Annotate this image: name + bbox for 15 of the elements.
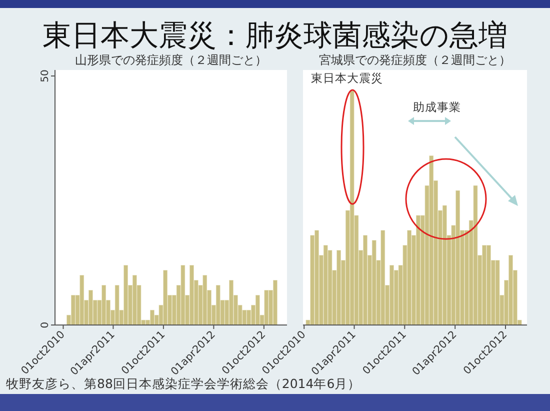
y-tick-label: 0 <box>40 322 51 328</box>
bar <box>114 285 120 326</box>
chart-subtitle: 宮城県での発症頻度（２週間ごと） <box>319 53 511 67</box>
annotation: 助成事業 <box>413 100 461 114</box>
text: 牧野友彦ら、第88回日本感染症学会学術総会（2014年6月） <box>6 376 361 391</box>
chart-subtitle: 山形県での発症頻度（２週間ごと） <box>75 53 267 67</box>
y-tick-label: 50 <box>40 70 51 82</box>
chart-title: 東日本大震災：肺炎球菌感染の急増 <box>42 18 508 52</box>
bar <box>372 240 376 326</box>
bar <box>255 294 260 326</box>
bar <box>442 205 447 326</box>
bar <box>70 294 76 326</box>
bar <box>216 285 220 326</box>
bar <box>495 260 500 326</box>
annotation: 東日本大震災 <box>311 71 383 85</box>
